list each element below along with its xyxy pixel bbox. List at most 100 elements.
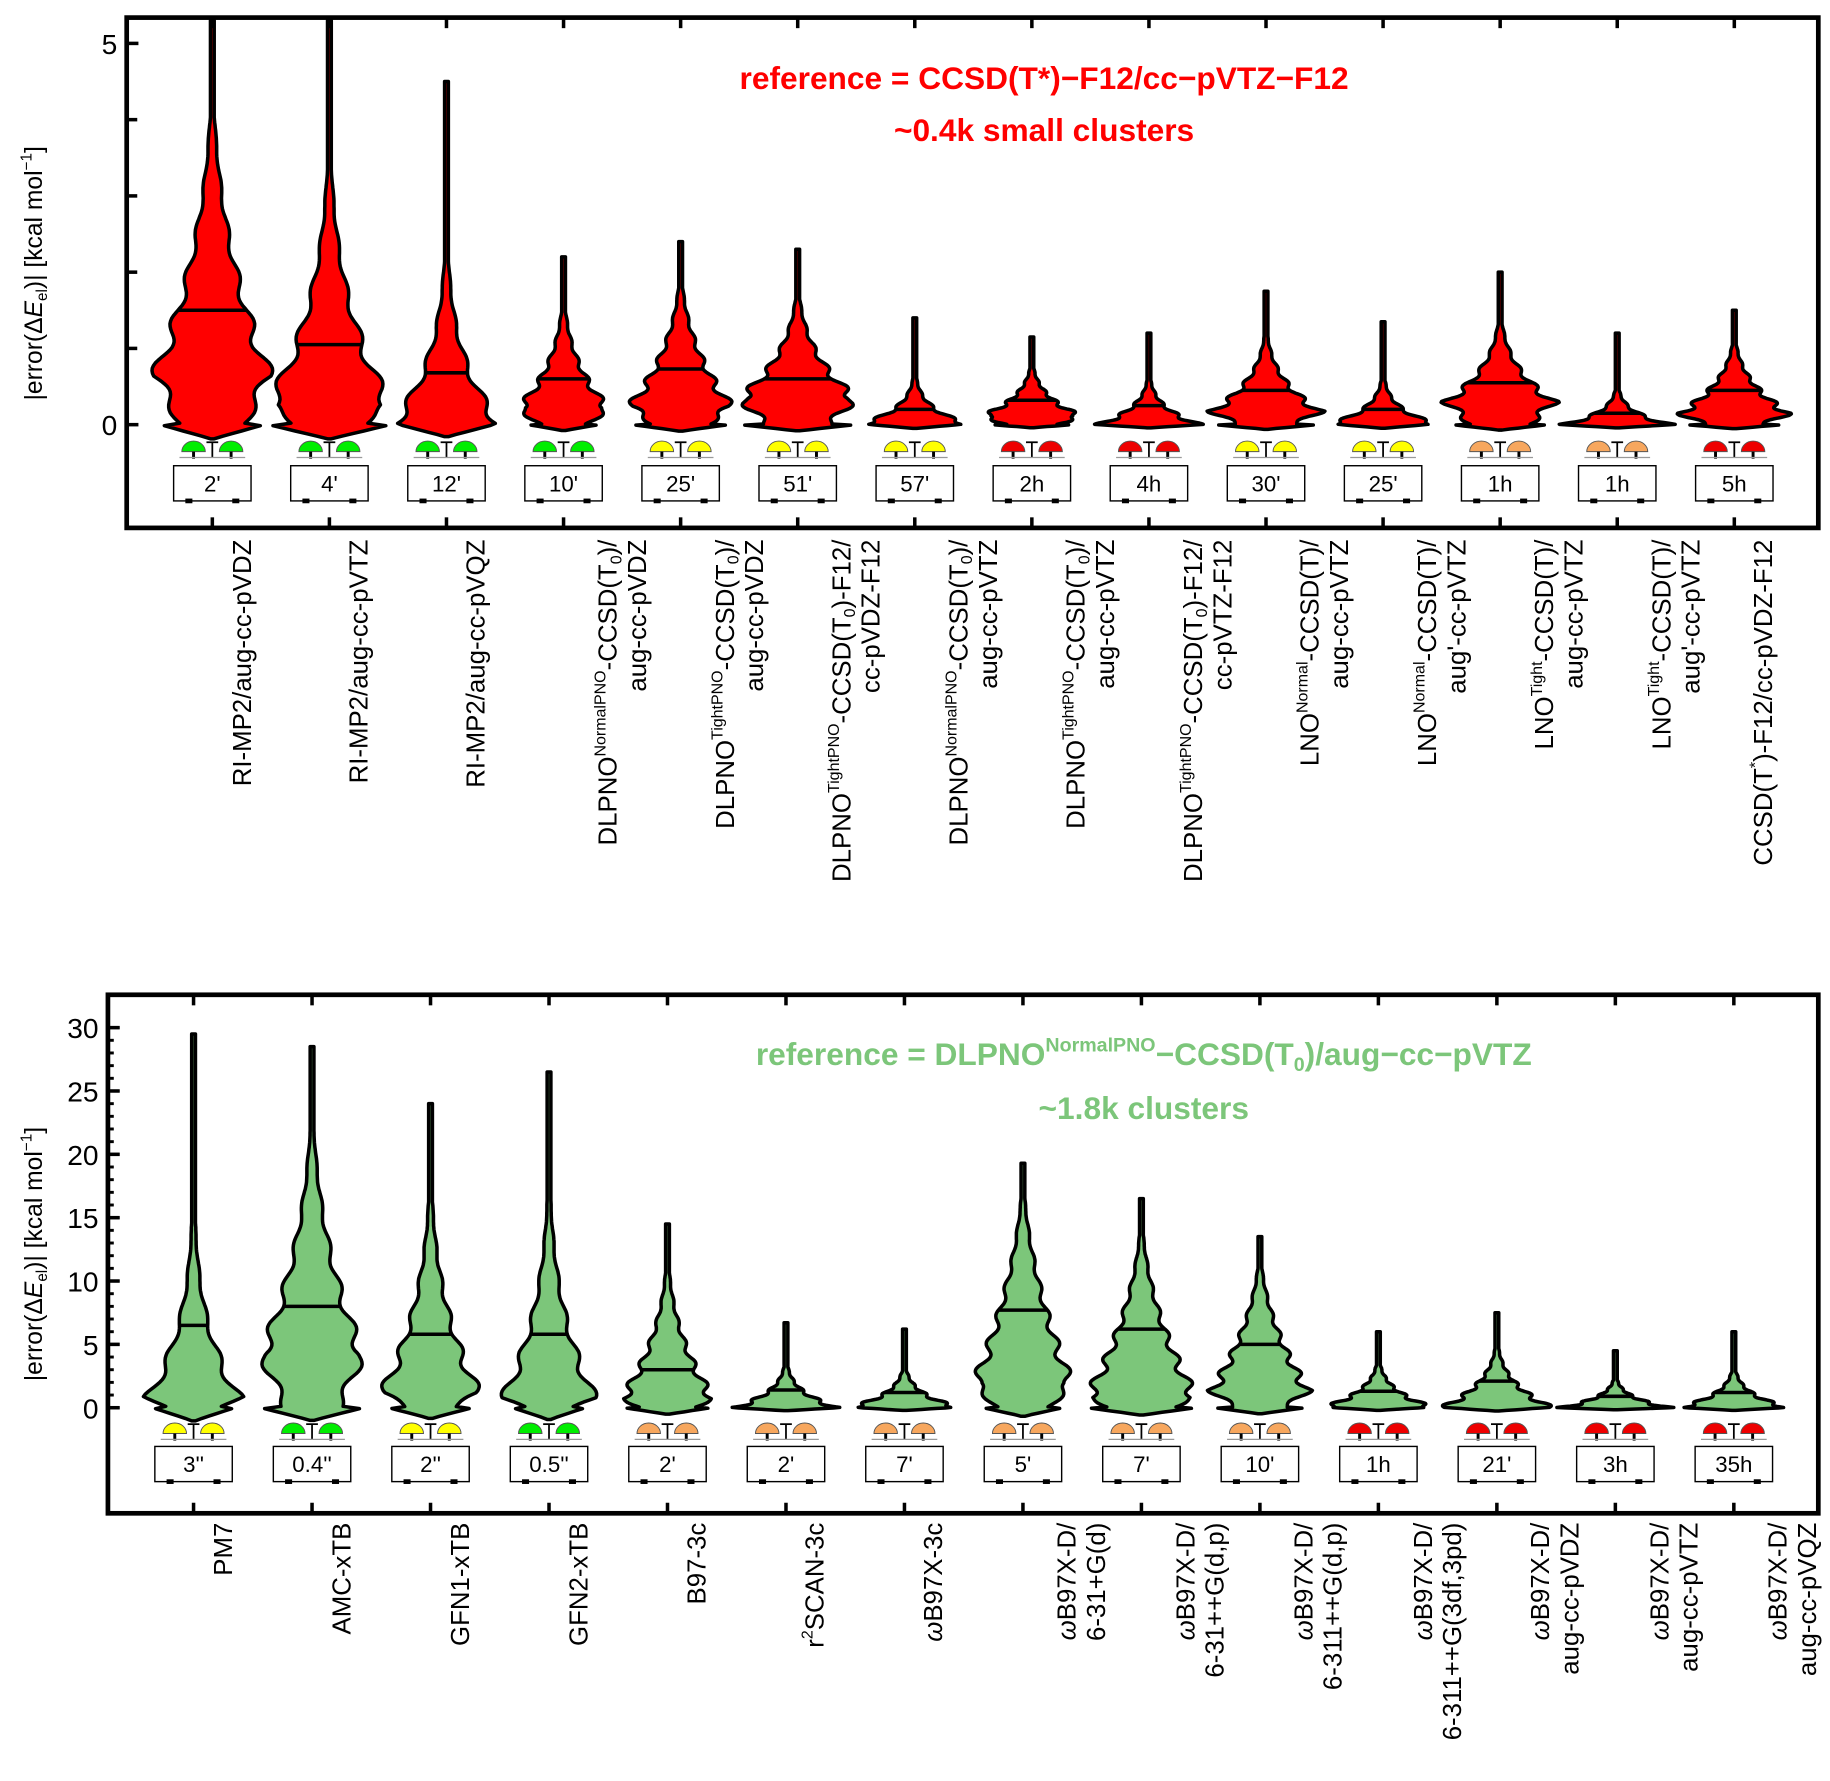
violin [1329,1329,1428,1413]
cost-time-label: 30' [1251,472,1280,497]
traffic-light-icon [687,440,712,453]
violin [1205,289,1327,432]
x-tick-label-line: ωB97X-D/ [1407,1522,1438,1641]
box-foot [419,498,427,504]
violin [1088,1196,1195,1417]
x-tick-label-text: ωB97X-D/aug-cc-pVDZ [1526,1523,1585,1675]
x-tick-label-line: PM7 [208,1522,238,1576]
x-tick-label-line: GFN1-xTB [445,1522,475,1647]
x-tick-label-line: ωB97X-D/ [1526,1522,1556,1641]
box-foot [331,1479,340,1484]
box-foot [1590,498,1598,504]
box-foot [653,498,661,504]
box-foot [1279,1479,1287,1484]
box-foot [1168,498,1176,504]
box-foot [1285,498,1293,504]
x-tick-label-text: LNOTight-CCSD(T)/aug'-cc-pVTZ [1644,539,1705,750]
box-foot [536,498,544,504]
box-foot [1121,498,1129,504]
traffic-light-icon [1584,1422,1609,1434]
x-tick-label-line: DLPNONormalPNO-CCSD(T0)/ [591,539,625,846]
chart-annotation: ~0.4k small clusters [893,112,1195,148]
x-tick-label-text: LNONormal-CCSD(T)/aug'-cc-pVTZ [1411,540,1471,766]
cost-time-label: 0.4'' [292,1452,331,1477]
x-tick-label-line: aug-cc-pVTZ [1674,1522,1704,1672]
traffic-light-icon [1465,1422,1491,1434]
x-tick-label-line: ωB97X-D/ [1763,1522,1793,1641]
x-tick-label-line: ωB97X-D/ [1289,1522,1319,1641]
box-foot [349,498,357,504]
box-foot [1637,498,1645,504]
traffic-light-icon [804,440,829,453]
x-tick-label-line: aug-cc-pVTZ [1558,539,1589,689]
box-foot [770,498,778,504]
cost-time-label: 2h [1019,472,1044,497]
box-foot [887,498,895,504]
traffic-light-icon [335,440,361,453]
violin [150,18,275,441]
traffic-light-icon [555,1422,580,1434]
x-tick-label-line: RI-MP2/aug-cc-pVTZ [344,539,374,784]
box-foot [1004,498,1012,504]
x-tick-label-line: ωB97X-D/ [1170,1522,1201,1641]
traffic-light-icon [873,1422,898,1434]
traffic-light-icon [1000,440,1026,453]
cost-time-label: 4' [321,472,338,497]
y-tick-label: 5 [102,29,118,60]
box-foot [1161,1479,1169,1484]
plot-frame [124,15,1821,531]
box-foot [1753,1479,1761,1484]
y-tick-label: 20 [67,1140,98,1171]
x-tick-label-line: LNOTight-CCSD(T)/ [1644,539,1676,750]
box-foot [924,1479,932,1484]
cost-time-box [272,1445,352,1483]
box-foot [877,1479,885,1484]
box-foot [687,1479,695,1484]
box-foot [466,498,474,504]
box-foot [1114,1479,1122,1484]
chart-annotation: reference = CCSD(T*)−F12/cc−pVTZ−F12 [739,61,1349,97]
cost-time-box [1460,465,1540,502]
cost-time-label: 2' [659,1452,676,1477]
cost-time-label: 1h [1605,472,1630,497]
violin [730,1321,842,1413]
x-tick-label-line: cc-pVDZ-F12 [856,539,886,694]
x-tick-label-line: RI-MP2/aug-cc-pVDZ [226,539,257,787]
cost-time-box [524,465,603,502]
cost-time-box [1694,1445,1774,1483]
traffic-light-icon [674,1422,699,1434]
cost-time-box [628,1445,707,1483]
y-tick-label: 15 [67,1203,98,1234]
traffic-light-icon [298,440,323,453]
traffic-light-icon [1703,440,1728,453]
x-tick-label-text: GFN2-xTB [564,1523,593,1646]
x-tick-label-line: aug-cc-pVDZ [622,539,652,692]
cost-time-label: 0.5'' [529,1452,568,1477]
cost-time-label: 2' [204,472,221,497]
x-tick-label-text: CCSD(T*)-F12/cc-pVDZ-F12 [1747,540,1778,866]
x-tick-label-line: aug-cc-pVTZ [973,539,1003,689]
cost-time-label: 51' [783,472,812,497]
cost-time-box [509,1445,589,1483]
box-foot [1351,1479,1359,1484]
x-tick-label-text: r2SCAN-3c [799,1523,830,1648]
box-foot [185,498,193,504]
traffic-light-icon [1228,1422,1254,1434]
cost-time-label: 5h [1722,472,1747,497]
cost-time-box [1220,1445,1300,1483]
box-foot [1473,498,1481,504]
cost-time-box [746,1445,826,1483]
y-tick-label: 10 [67,1267,98,1298]
traffic-light-icon [1503,1422,1528,1434]
cost-time-box [992,465,1072,502]
cost-time-label: 2' [778,1452,795,1477]
traffic-light-icon [1272,440,1297,453]
traffic-light-icon [281,1422,306,1434]
cost-time-label: 4h [1137,472,1162,497]
cost-time-label: 2'' [420,1452,441,1477]
cost-time-box [1102,1445,1181,1483]
traffic-light-icon [1029,1422,1054,1434]
box-foot [1635,1479,1643,1484]
x-tick-label-text: LNOTight-CCSD(T)/aug-cc-pVTZ [1528,539,1589,750]
cost-time-label: 25' [1369,472,1398,497]
